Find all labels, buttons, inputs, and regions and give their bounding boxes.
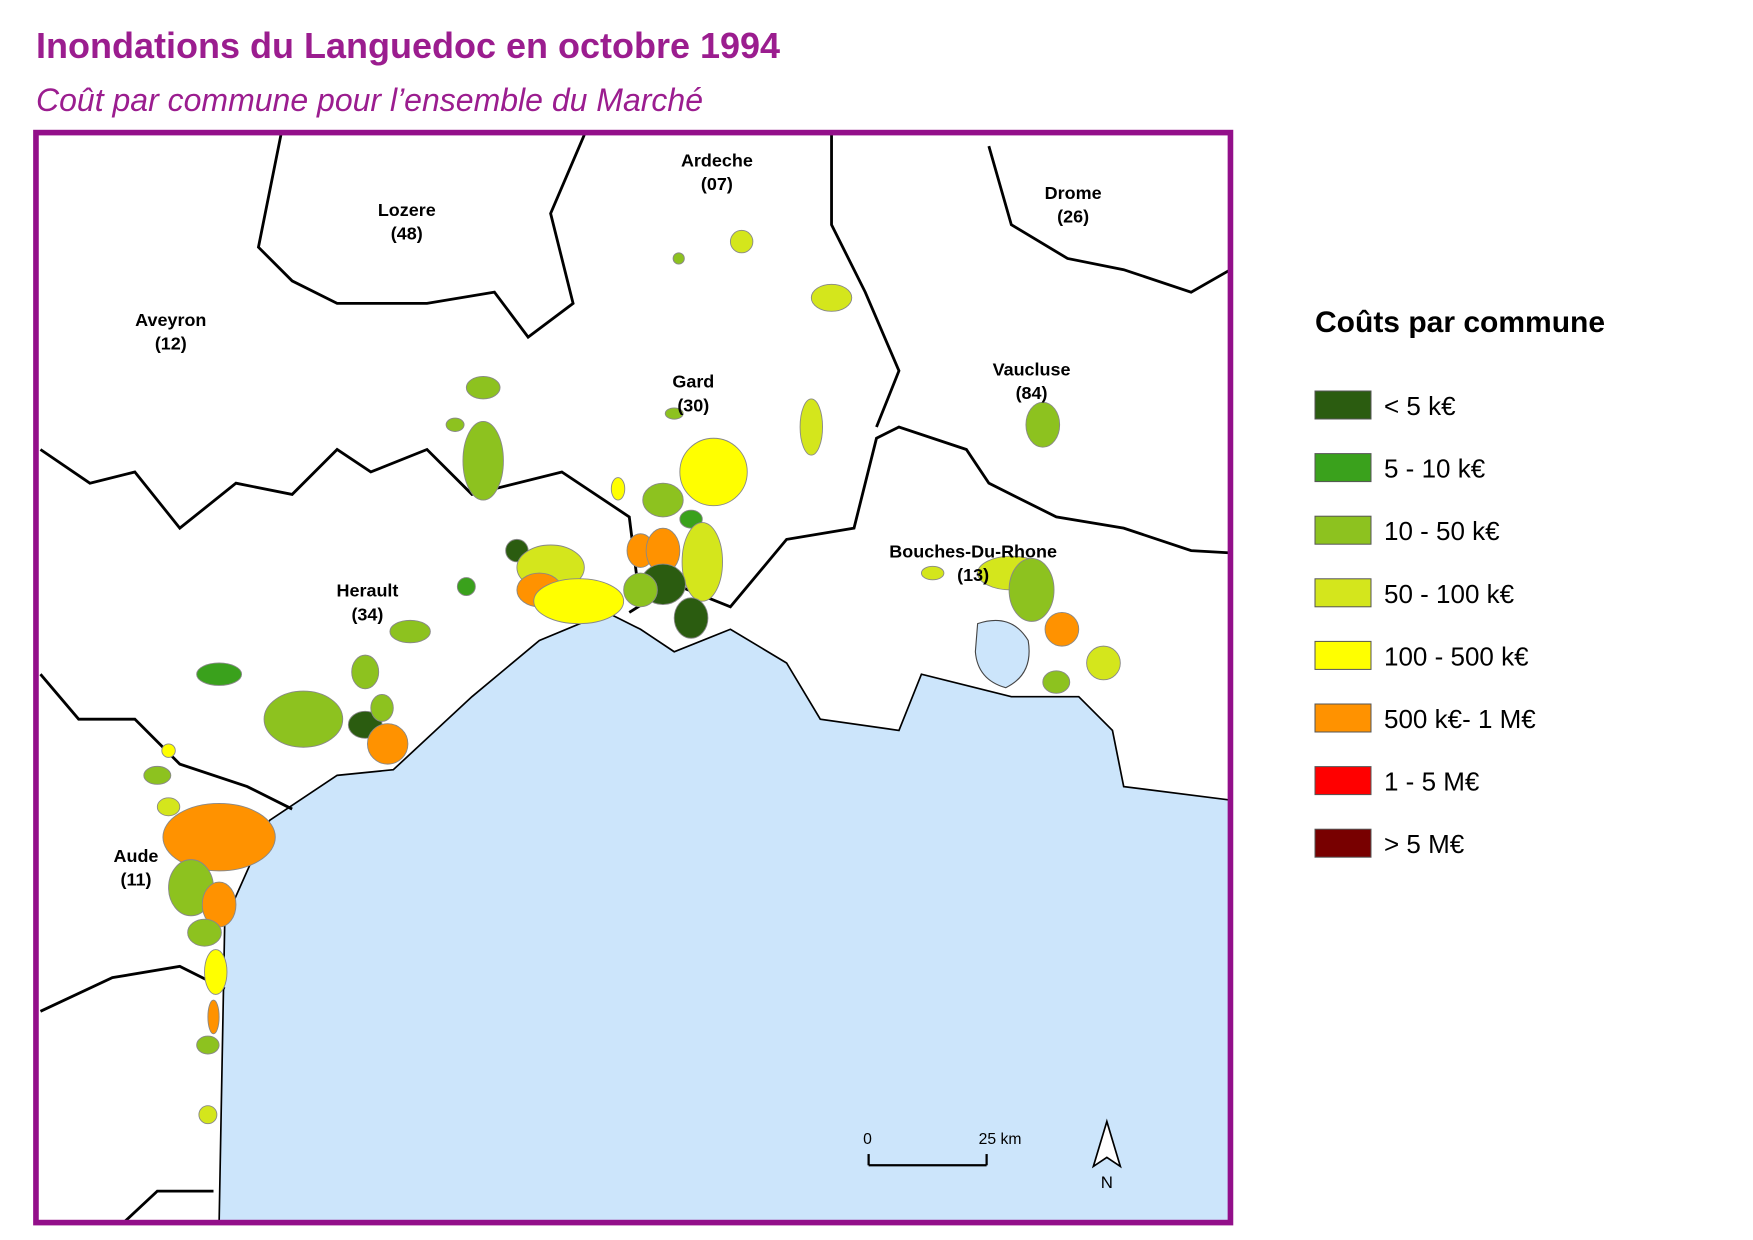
- legend-swatch: [1314, 703, 1372, 733]
- commune: [187, 918, 222, 947]
- commune: [156, 797, 181, 817]
- north-arrow: [1091, 1118, 1122, 1169]
- legend-label: 100 - 500 k€: [1384, 641, 1529, 671]
- department-name: Vaucluse: [993, 359, 1071, 379]
- legend-swatch: [1314, 640, 1372, 670]
- department-code: (48): [391, 223, 423, 243]
- commune: [445, 417, 465, 432]
- commune: [204, 949, 228, 995]
- department-code: (11): [120, 869, 151, 889]
- commune: [370, 693, 394, 722]
- commune: [263, 690, 344, 748]
- commune: [679, 437, 748, 507]
- map-frame: [33, 129, 1234, 1226]
- legend-label: 500 k€- 1 M€: [1384, 704, 1536, 734]
- department-name: Drome: [1045, 183, 1102, 203]
- title: Inondations du Languedoc en octobre 1994: [36, 25, 780, 66]
- department-code: (13): [957, 565, 989, 585]
- department-name: Gard: [672, 372, 714, 392]
- department-name: Ardeche: [681, 150, 753, 170]
- scale-end: 25 km: [979, 1131, 1022, 1148]
- commune: [664, 407, 684, 420]
- north-label: N: [1101, 1173, 1113, 1192]
- commune: [920, 565, 945, 581]
- legend-label: 50 - 100 k€: [1384, 579, 1515, 609]
- department-name: Bouches-Du-Rhone: [889, 541, 1057, 561]
- legend-swatch: [1314, 766, 1372, 796]
- legend-label: > 5 M€: [1384, 829, 1465, 859]
- legend-swatch: [1314, 828, 1372, 858]
- legend-swatch: [1314, 515, 1372, 545]
- commune: [198, 1105, 218, 1125]
- commune: [1025, 401, 1061, 448]
- commune: [810, 283, 853, 312]
- legend-label: < 5 k€: [1384, 391, 1456, 421]
- commune: [799, 398, 823, 456]
- commune: [623, 572, 658, 608]
- department-code: (34): [351, 604, 383, 624]
- department-name: Aude: [114, 846, 159, 866]
- commune: [533, 578, 625, 625]
- legend-label: 10 - 50 k€: [1384, 516, 1500, 546]
- commune: [196, 1035, 220, 1055]
- lagoon: [974, 619, 1030, 689]
- scale-start: 0: [863, 1131, 872, 1148]
- commune: [729, 229, 754, 254]
- department-code: (26): [1057, 206, 1089, 226]
- legend-label: 1 - 5 M€: [1384, 767, 1480, 797]
- subtitle: Coût par commune pour l’ensemble du Marc…: [36, 82, 703, 118]
- department-name: Herault: [336, 581, 398, 601]
- commune: [196, 662, 243, 686]
- commune: [351, 654, 380, 690]
- commune: [1044, 611, 1080, 647]
- commune: [672, 252, 685, 265]
- department-code: (07): [701, 174, 733, 194]
- commune: [465, 375, 501, 400]
- department-name: Aveyron: [135, 310, 206, 330]
- commune: [161, 743, 176, 758]
- communes: [143, 229, 1121, 1125]
- commune: [389, 619, 431, 644]
- legend-label: 5 - 10 k€: [1384, 454, 1486, 484]
- department-borders: [39, 134, 1232, 1224]
- sea: [218, 611, 1232, 1224]
- commune: [367, 723, 409, 765]
- department-code: (30): [677, 395, 709, 415]
- commune: [143, 765, 172, 785]
- map: Ardeche (07) Lozere (48) Drome (26) Aveyron (12…: [33, 129, 1234, 1226]
- legend-swatch: [1314, 578, 1372, 608]
- legend-swatch: [1314, 390, 1372, 420]
- commune: [1086, 645, 1121, 681]
- department-code: (84): [1016, 383, 1048, 403]
- commune: [642, 482, 684, 518]
- commune: [1042, 670, 1071, 694]
- commune: [162, 802, 276, 872]
- department-name: Lozere: [378, 200, 436, 220]
- commune: [462, 420, 504, 501]
- legend-title: Coûts par commune: [1315, 306, 1605, 339]
- commune: [681, 522, 723, 602]
- legend: < 5 k€ 5 - 10 k€ 10 - 50 k€ 50 - 100 k€ 100 …: [1314, 390, 1536, 859]
- department-code: (12): [155, 333, 187, 353]
- commune: [1008, 558, 1055, 622]
- commune: [610, 477, 626, 501]
- legend-swatch: [1314, 453, 1372, 483]
- commune: [456, 577, 476, 597]
- commune: [673, 597, 709, 639]
- commune: [207, 999, 220, 1035]
